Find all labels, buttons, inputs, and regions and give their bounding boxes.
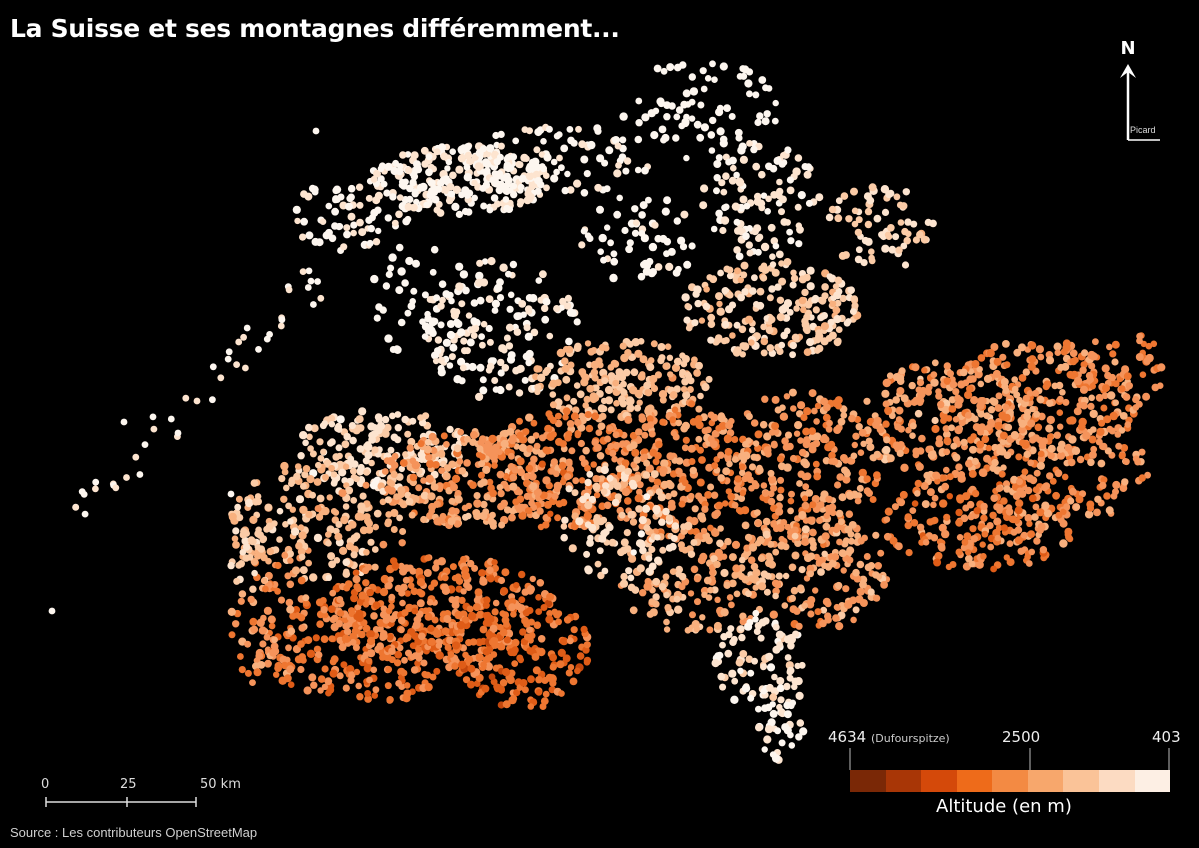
legend-swatch	[1027, 770, 1064, 792]
legend-max-note: (Dufourspitze)	[870, 732, 950, 745]
legend-swatch	[885, 770, 922, 792]
scale-bar-line	[45, 797, 197, 807]
legend-color-ramp	[850, 770, 1171, 792]
legend-swatch	[956, 770, 993, 792]
legend-swatch	[1063, 770, 1099, 792]
scale-label-50: 50 km	[200, 777, 241, 792]
altitude-legend: 4634 (Dufourspitze) 2500 403 Altitude (e…	[828, 728, 1188, 828]
north-letter: N	[1120, 38, 1136, 59]
legend-mid-label: 2500	[1002, 728, 1041, 746]
legend-title: Altitude (en m)	[936, 796, 1072, 817]
north-arrow-icon	[1120, 64, 1160, 141]
scale-label-25: 25	[120, 777, 137, 792]
legend-swatch	[850, 770, 886, 792]
legend-swatch	[1134, 770, 1171, 792]
legend-ticks	[849, 748, 1170, 770]
map-author: Picard	[1130, 125, 1156, 135]
source-credit: Source : Les contributeurs OpenStreetMap	[10, 825, 258, 840]
legend-swatch	[992, 770, 1028, 792]
north-arrow: N Picard	[1118, 38, 1168, 148]
legend-max-label: 4634	[828, 728, 867, 746]
scale-label-0: 0	[41, 777, 50, 792]
map-title: La Suisse et ses montagnes différemment.…	[10, 14, 620, 43]
scale-bar: 0 25 50 km	[38, 777, 268, 811]
legend-swatch	[921, 770, 957, 792]
legend-max-group: 4634 (Dufourspitze)	[828, 728, 950, 746]
legend-swatch	[1098, 770, 1135, 792]
legend-min-label: 403	[1152, 728, 1181, 746]
